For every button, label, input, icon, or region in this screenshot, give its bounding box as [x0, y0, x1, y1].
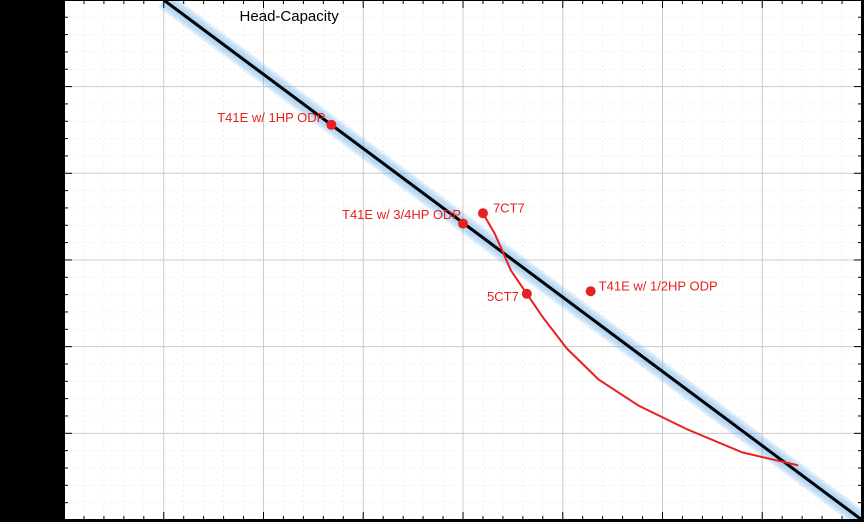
- marker-5ct7: [522, 289, 532, 299]
- marker-label-5ct7: 5CT7: [487, 289, 519, 304]
- head-capacity-label: Head-Capacity: [240, 8, 340, 25]
- marker-label-7ct7: 7CT7: [493, 201, 525, 216]
- chart-container: T41E w/ 1HP ODP 7CT7 T41E w/ 3/4HP ODP 5CT7…: [0, 0, 864, 522]
- marker-7ct7: [478, 208, 488, 218]
- marker-label-t41e-1hp: T41E w/ 1HP ODP: [217, 110, 325, 125]
- marker-t41e-12hp: [586, 286, 596, 296]
- chart-svg: T41E w/ 1HP ODP 7CT7 T41E w/ 3/4HP ODP 5CT7…: [0, 0, 864, 522]
- marker-label-t41e-34hp: T41E w/ 3/4HP ODP: [342, 207, 461, 222]
- marker-t41e-1hp: [326, 120, 336, 130]
- marker-label-t41e-12hp: T41E w/ 1/2HP ODP: [599, 279, 718, 294]
